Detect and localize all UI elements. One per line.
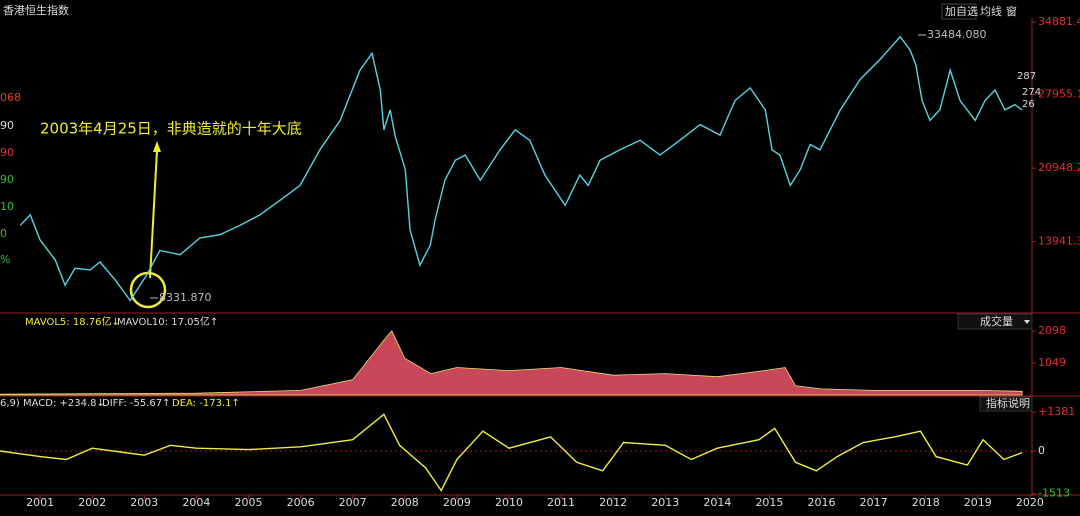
low-label: 8331.870: [159, 291, 212, 304]
annotation-arrow: [149, 149, 158, 279]
high-label: 33484.080: [927, 28, 987, 41]
series-line: [0, 413, 1023, 492]
y-tick-label: 34881.42: [1038, 15, 1080, 28]
left-axis-label: 068: [0, 91, 21, 104]
y-tick-label: 1049: [1038, 356, 1066, 369]
arrow-head: [153, 141, 161, 152]
y-tick-label: +1381: [1038, 405, 1075, 418]
x-tick-label: 2013: [651, 496, 679, 509]
x-tick-label: 2002: [78, 496, 106, 509]
button[interactable]: 均线: [980, 4, 1002, 18]
button-frame: [941, 3, 977, 20]
x-tick-label: 2008: [391, 496, 419, 509]
legend-entry: DIFF: -55.67↑: [102, 398, 171, 409]
series-area: [0, 330, 1023, 396]
y-tick-label: 2098: [1038, 324, 1066, 337]
legend-entry: MAVOL5: 18.76亿↓: [25, 315, 120, 328]
annotation: 2003年4月25日，非典造就的十年大底: [40, 120, 302, 138]
button[interactable]: 加自选: [945, 5, 978, 18]
button[interactable]: 窗: [1006, 4, 1017, 18]
edge-label: 26: [1022, 99, 1035, 110]
left-axis-label: 90: [0, 119, 14, 132]
x-tick-label: 2019: [964, 496, 992, 509]
x-tick-label: 2010: [495, 496, 523, 509]
x-tick-label: 2012: [599, 496, 627, 509]
x-tick-label: 2005: [234, 496, 262, 509]
window-title: 香港恒生指数: [3, 3, 69, 17]
left-axis-label: %: [0, 253, 10, 266]
dropdown[interactable]: [957, 313, 1033, 330]
x-tick-label: 2018: [912, 496, 940, 509]
x-tick-label: 2003: [130, 496, 158, 509]
edge-label: 287: [1017, 71, 1036, 82]
x-tick-label: 2006: [287, 496, 315, 509]
x-tick-label: 2014: [703, 496, 731, 509]
x-tick-label: 2020: [1016, 496, 1044, 509]
edge-label: 274: [1022, 87, 1041, 98]
series-line: [19, 35, 1023, 302]
dropdown-label[interactable]: 成交量: [980, 314, 1013, 328]
button[interactable]: 指标说明: [986, 396, 1030, 410]
y-tick-label: 13941.38: [1038, 235, 1080, 248]
left-axis-label: 10: [0, 200, 14, 213]
x-tick-label: 2001: [26, 496, 54, 509]
x-tick-label: 2004: [182, 496, 210, 509]
y-tick-label: 20948.24: [1038, 161, 1080, 174]
x-tick-label: 2007: [339, 496, 367, 509]
y-tick-label: 0: [1038, 444, 1045, 457]
legend-entry: 6,9) MACD: +234.8↓: [0, 398, 105, 409]
left-axis-label: 90: [0, 173, 14, 186]
button-frame: [979, 396, 1033, 412]
x-tick-label: 2016: [808, 496, 836, 509]
x-tick-label: 2009: [443, 496, 471, 509]
legend-entry: DEA: -173.1↑: [172, 398, 240, 409]
x-tick-label: 2011: [547, 496, 575, 509]
left-axis-label: 0: [0, 227, 7, 240]
legend-entry: MAVOL10: 17.05亿↑: [117, 315, 218, 328]
left-axis-label: 90: [0, 146, 14, 159]
dropdown-arrow: [1024, 320, 1030, 324]
y-tick-label: 27955.10: [1038, 88, 1080, 101]
x-tick-label: 2017: [860, 496, 888, 509]
x-tick-label: 2015: [755, 496, 783, 509]
y-tick-label: -1513: [1038, 487, 1070, 500]
